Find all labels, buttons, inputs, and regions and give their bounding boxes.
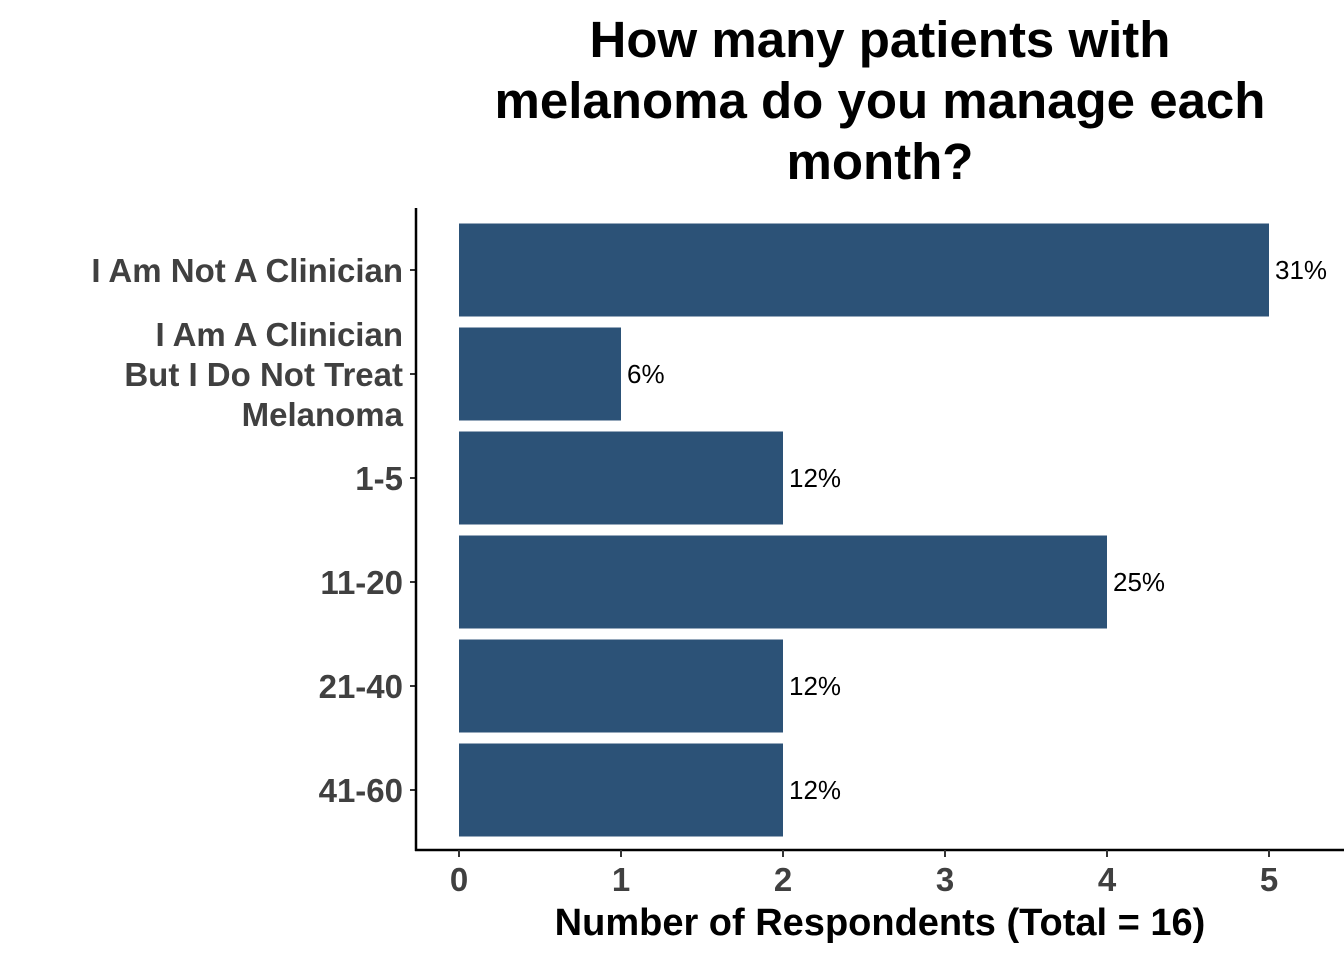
- bar-value-label: 6%: [627, 359, 665, 389]
- y-axis: I Am Not A Clinician I Am A ClinicianBut …: [91, 208, 418, 851]
- bar-value-label: 12%: [789, 463, 841, 493]
- y-tick-label: 11-20: [320, 564, 403, 601]
- chart-title: How many patients with melanoma do you m…: [495, 11, 1266, 190]
- x-tick-label: 3: [936, 861, 954, 898]
- bar: [459, 327, 621, 421]
- bar-value-label: 12%: [789, 671, 841, 701]
- y-tick-label: 1-5: [355, 460, 403, 497]
- chart-title-line: month?: [787, 133, 974, 190]
- x-tick-label: 4: [1098, 861, 1117, 898]
- x-tick-label: 5: [1260, 861, 1278, 898]
- bar: [459, 639, 783, 733]
- bar: [459, 223, 1269, 317]
- y-tick-label: 41-60: [319, 772, 403, 809]
- chart-title-line: How many patients with: [590, 11, 1171, 68]
- y-tick-label: I Am A Clinician: [155, 316, 403, 353]
- bars-group: [459, 223, 1269, 837]
- bar-labels-group: 31% 6% 12% 25% 12% 12%: [627, 255, 1327, 805]
- y-tick-label: But I Do Not Treat: [124, 356, 403, 393]
- bar-value-label: 31%: [1275, 255, 1327, 285]
- x-tick-label: 0: [450, 861, 468, 898]
- bar: [459, 431, 783, 525]
- y-tick-label: I Am Not A Clinician: [91, 252, 403, 289]
- y-tick-label: Melanoma: [242, 396, 404, 433]
- x-axis-title: Number of Respondents (Total = 16): [555, 902, 1206, 944]
- bar: [459, 743, 783, 837]
- y-tick-label: 21-40: [319, 668, 403, 705]
- chart-title-line: melanoma do you manage each: [495, 72, 1266, 129]
- x-tick-label: 2: [774, 861, 792, 898]
- bar-value-label: 25%: [1113, 567, 1165, 597]
- x-tick-label: 1: [612, 861, 630, 898]
- bar-value-label: 12%: [789, 775, 841, 805]
- bar: [459, 535, 1107, 629]
- x-axis: 0 1 2 3 4 5: [415, 848, 1344, 898]
